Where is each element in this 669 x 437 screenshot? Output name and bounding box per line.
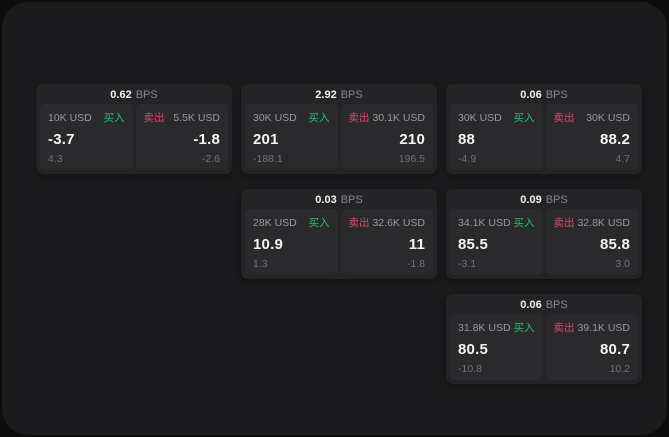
buy-price-tile[interactable]: 34.1K USD 买入 85.5 -3.1 (450, 209, 543, 275)
spread-unit-label: BPS (340, 89, 363, 101)
spread-unit-label: BPS (545, 299, 568, 311)
spread-header: 0.62 BPS (40, 87, 228, 104)
spread-value: 0.03 (315, 194, 337, 206)
buy-sub-value: 1.3 (253, 258, 268, 270)
spread-header: 0.06 BPS (450, 297, 638, 314)
buy-price-tile[interactable]: 28K USD 买入 10.9 1.3 (245, 209, 338, 275)
sell-price: 210 (399, 130, 425, 148)
spread-value: 0.62 (110, 89, 132, 101)
spread-unit-label: BPS (135, 89, 158, 101)
spread-header: 2.92 BPS (245, 87, 433, 104)
buy-size-label: 28K USD (253, 217, 297, 229)
buy-sub-value: -4.9 (458, 153, 477, 165)
quote-card: 2.92 BPS 30K USD 买入 201 -188.1 卖出 30.1K … (241, 84, 437, 174)
quote-card: 0.03 BPS 28K USD 买入 10.9 1.3 卖出 32.6K US… (241, 189, 437, 279)
buy-size-label: 31.8K USD (458, 322, 511, 334)
buy-price-tile[interactable]: 30K USD 买入 201 -188.1 (245, 104, 338, 170)
buy-size-label: 10K USD (48, 112, 92, 124)
buy-sub-value: -188.1 (253, 153, 283, 165)
sell-price: 88.2 (600, 130, 630, 148)
buy-sub-value: 4.3 (48, 153, 63, 165)
quote-card: 0.09 BPS 34.1K USD 买入 85.5 -3.1 卖出 32.8K… (446, 189, 642, 279)
sell-side-label: 卖出 (553, 217, 575, 229)
sell-price-tile[interactable]: 卖出 39.1K USD 80.7 10.2 (545, 314, 638, 380)
buy-side-label: 买入 (513, 322, 535, 334)
buy-size-label: 30K USD (253, 112, 297, 124)
spread-unit-label: BPS (545, 194, 568, 206)
quote-card: 0.06 BPS 30K USD 买入 88 -4.9 卖出 30K USD 8… (446, 84, 642, 174)
sell-price-tile[interactable]: 卖出 32.8K USD 85.8 3.0 (545, 209, 638, 275)
sell-side-label: 卖出 (348, 217, 370, 229)
spread-header: 0.06 BPS (450, 87, 638, 104)
quote-card: 0.06 BPS 31.8K USD 买入 80.5 -10.8 卖出 39.1… (446, 294, 642, 384)
sell-sub-value: 196.5 (398, 153, 425, 165)
sell-side-label: 卖出 (553, 112, 575, 124)
buy-price: 80.5 (458, 340, 488, 358)
spread-value: 0.06 (520, 299, 542, 311)
sell-side-label: 卖出 (143, 112, 165, 124)
sell-sub-value: -2.6 (201, 153, 220, 165)
sell-sub-value: 10.2 (609, 363, 630, 375)
sell-price: 85.8 (600, 235, 630, 253)
buy-price: 201 (253, 130, 279, 148)
sell-sub-value: 4.7 (615, 153, 630, 165)
spread-unit-label: BPS (545, 89, 568, 101)
buy-price: 85.5 (458, 235, 488, 253)
spread-value: 0.09 (520, 194, 542, 206)
sell-price: 11 (408, 235, 425, 253)
spread-value: 2.92 (315, 89, 337, 101)
buy-sub-value: -10.8 (458, 363, 482, 375)
sell-size-label: 30K USD (586, 112, 630, 124)
buy-price: -3.7 (48, 130, 75, 148)
buy-price-tile[interactable]: 30K USD 买入 88 -4.9 (450, 104, 543, 170)
buy-side-label: 买入 (103, 112, 125, 124)
sell-size-label: 30.1K USD (372, 112, 425, 124)
sell-side-label: 卖出 (553, 322, 575, 334)
sell-price-tile[interactable]: 卖出 30.1K USD 210 196.5 (340, 104, 433, 170)
sell-price-tile[interactable]: 卖出 5.5K USD -1.8 -2.6 (135, 104, 228, 170)
spread-header: 0.09 BPS (450, 192, 638, 209)
sell-sub-value: 3.0 (615, 258, 630, 270)
sell-size-label: 32.8K USD (577, 217, 630, 229)
buy-side-label: 买入 (513, 112, 535, 124)
buy-price-tile[interactable]: 10K USD 买入 -3.7 4.3 (40, 104, 133, 170)
buy-side-label: 买入 (513, 217, 535, 229)
buy-sub-value: -3.1 (458, 258, 477, 270)
spread-header: 0.03 BPS (245, 192, 433, 209)
quote-card: 0.62 BPS 10K USD 买入 -3.7 4.3 卖出 5.5K USD… (36, 84, 232, 174)
buy-size-label: 34.1K USD (458, 217, 511, 229)
sell-price: -1.8 (193, 130, 220, 148)
buy-side-label: 买入 (308, 217, 330, 229)
buy-price: 10.9 (253, 235, 283, 253)
buy-price: 88 (458, 130, 476, 148)
buy-side-label: 买入 (308, 112, 330, 124)
sell-size-label: 32.6K USD (372, 217, 425, 229)
buy-size-label: 30K USD (458, 112, 502, 124)
sell-side-label: 卖出 (348, 112, 370, 124)
sell-size-label: 5.5K USD (173, 112, 220, 124)
sell-size-label: 39.1K USD (577, 322, 630, 334)
sell-price-tile[interactable]: 卖出 32.6K USD 11 -1.8 (340, 209, 433, 275)
sell-price: 80.7 (600, 340, 630, 358)
sell-price-tile[interactable]: 卖出 30K USD 88.2 4.7 (545, 104, 638, 170)
spread-value: 0.06 (520, 89, 542, 101)
buy-price-tile[interactable]: 31.8K USD 买入 80.5 -10.8 (450, 314, 543, 380)
sell-sub-value: -1.8 (406, 258, 425, 270)
spread-unit-label: BPS (340, 194, 363, 206)
